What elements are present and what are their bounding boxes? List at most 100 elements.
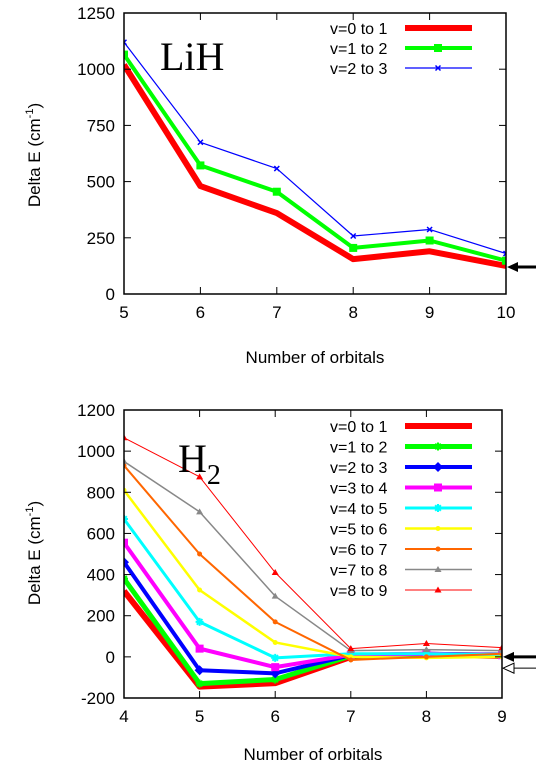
legend-label: v=8 to 9 [330, 583, 387, 600]
legend-label: v=4 to 5 [330, 501, 387, 518]
data-point [124, 557, 129, 568]
data-point [435, 546, 441, 552]
data-point [196, 161, 205, 170]
data-point [124, 434, 128, 441]
data-point [498, 644, 502, 651]
y-axis-label: Delta E (cm-1) [24, 103, 44, 207]
legend-label: v=2 to 3 [330, 460, 387, 477]
data-point [350, 232, 357, 240]
x-tick-label: 7 [272, 303, 281, 322]
arrow-head [507, 262, 518, 273]
data-point [196, 473, 204, 480]
y-tick-label: 0 [106, 285, 115, 304]
data-point [434, 64, 442, 72]
data-point [434, 566, 442, 572]
x-tick-label: 5 [119, 303, 128, 322]
x-tick-label: 4 [119, 707, 128, 726]
x-tick-label: 6 [270, 707, 279, 726]
x-axis-label: Number of orbitals [246, 348, 385, 367]
x-tick-label: 10 [497, 303, 516, 322]
data-point [422, 646, 430, 653]
legend-label: v=1 to 2 [330, 440, 387, 457]
data-point [425, 236, 434, 245]
data-point [271, 663, 280, 672]
data-point [434, 442, 442, 451]
x-axis-label: Number of orbitals [244, 745, 383, 764]
data-point [197, 139, 204, 146]
data-point [433, 462, 443, 472]
data-point [434, 483, 442, 492]
y-tick-label: 1000 [77, 442, 115, 461]
data-point [271, 592, 279, 599]
series-line [124, 489, 502, 660]
data-point [272, 187, 281, 196]
y-tick-label: 1200 [77, 401, 115, 420]
legend-label: v=7 to 8 [330, 563, 387, 580]
data-point [434, 504, 442, 512]
data-point [502, 250, 506, 257]
x-tick-label: 8 [422, 707, 431, 726]
legend-label: v=2 to 3 [330, 61, 387, 78]
data-point [423, 654, 429, 660]
series-line [124, 53, 506, 263]
y-tick-label: 0 [106, 648, 115, 667]
arrow-head [501, 662, 515, 674]
y-tick-label: 500 [87, 173, 115, 192]
x-tick-label: 9 [497, 707, 506, 726]
data-point [422, 639, 430, 646]
data-point [348, 657, 354, 663]
legend-label: v=6 to 7 [330, 542, 387, 559]
series-line [124, 589, 502, 690]
x-tick-label: 8 [348, 303, 357, 322]
data-point [195, 644, 204, 653]
data-point [196, 508, 204, 515]
data-point [272, 639, 278, 645]
series-line [124, 518, 502, 660]
x-tick-label: 5 [195, 707, 204, 726]
data-point [195, 679, 204, 688]
data-point [349, 243, 358, 252]
data-point [273, 165, 280, 172]
plot-frame [123, 12, 507, 295]
molecule-label: H2 [178, 436, 221, 491]
series-line [124, 437, 502, 650]
series-line [124, 464, 502, 661]
y-tick-label: 600 [87, 524, 115, 543]
plot-frame [123, 409, 503, 699]
data-point [426, 226, 433, 233]
series-line [124, 41, 506, 255]
data-point [271, 569, 279, 576]
y-tick-label: -200 [81, 689, 115, 708]
data-point [197, 587, 203, 593]
data-point [346, 649, 355, 658]
data-point [434, 586, 442, 593]
x-tick-label: 9 [425, 303, 434, 322]
data-point [197, 551, 203, 557]
arrow-head [503, 651, 514, 662]
data-point [124, 39, 128, 46]
data-point [124, 50, 128, 59]
legend-label: v=5 to 6 [330, 522, 387, 539]
data-point [347, 645, 355, 652]
y-tick-label: 1250 [77, 4, 115, 23]
data-point [124, 457, 128, 464]
y-tick-label: 400 [87, 566, 115, 585]
y-tick-label: 1000 [77, 60, 115, 79]
data-point [195, 617, 204, 626]
data-point [124, 538, 128, 547]
molecule-label: LiH [160, 34, 224, 79]
y-axis-label: Delta E (cm-1) [24, 501, 44, 605]
legend-label: v=0 to 1 [330, 21, 387, 38]
data-point [435, 526, 441, 531]
data-point [502, 256, 506, 265]
y-tick-label: 800 [87, 483, 115, 502]
h2-chart: 4 5 6 7 8 9 -200 0 200 400 600 800 1000 1200 H2 v=0 t… [24, 401, 536, 764]
x-tick-label: 7 [346, 707, 355, 726]
data-point [194, 665, 205, 676]
legend-label: v=0 to 1 [330, 419, 387, 436]
data-point [422, 649, 431, 658]
data-point [271, 675, 280, 684]
y-tick-label: 250 [87, 229, 115, 248]
legend-label: v=1 to 2 [330, 41, 387, 58]
